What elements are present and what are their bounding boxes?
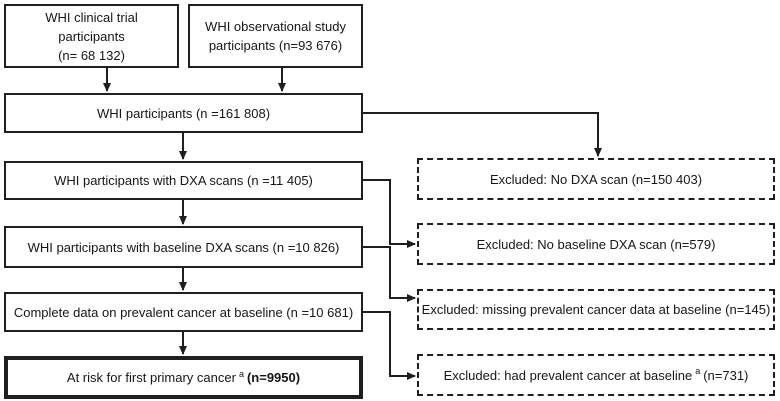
box-text: Complete data on prevalent cancer at bas… — [13, 304, 354, 320]
box-excluded-prevalent-cancer: Excluded: had prevalent cancer at baseli… — [417, 354, 775, 396]
box-whi-participants: WHI participants (n =161 808) — [4, 93, 363, 133]
excluded-count: (n=731) — [703, 367, 749, 383]
arrow-complete-to-excluded-4 — [363, 311, 416, 380]
box-text-line: participants (n=93 676) — [208, 38, 343, 53]
box-text: WHI participants with DXA scans (n =11 4… — [54, 173, 313, 188]
box-text: At risk for first primary cancer a (n=9950… — [67, 368, 300, 387]
arrow-dxa-to-excluded-2 — [363, 179, 416, 248]
box-complete-data: Complete data on prevalent cancer at bas… — [4, 292, 363, 332]
footnote-marker-a: a — [695, 366, 701, 377]
box-dxa-scans: WHI participants with DXA scans (n =11 4… — [4, 161, 363, 200]
box-text: WHI participants with baseline DXA scans… — [27, 239, 340, 255]
box-excluded-no-dxa: Excluded: No DXA scan (n=150 403) — [417, 158, 775, 200]
box-text: Excluded: No baseline DXA scan (n=579) — [476, 236, 716, 252]
at-risk-count: (n=9950) — [246, 370, 301, 385]
arrow-whi-to-excluded-1 — [363, 112, 602, 157]
box-text: Excluded: had prevalent cancer at baseli… — [444, 366, 749, 385]
box-text-line: participants — [58, 28, 125, 44]
box-whi-observational: WHI observational study participants (n=… — [188, 4, 363, 68]
excluded-text: Excluded: had prevalent cancer at baseli… — [443, 367, 693, 383]
box-text-line: (n= 68 132) — [58, 47, 125, 63]
box-text: Excluded: No DXA scan (n=150 403) — [489, 171, 703, 187]
box-baseline-dxa-scans: WHI participants with baseline DXA scans… — [4, 226, 363, 268]
footnote-marker-a: a — [238, 368, 244, 379]
box-whi-clinical-trial: WHI clinical trial participants (n= 68 1… — [4, 4, 179, 68]
arrow-baseline-to-excluded-3 — [363, 246, 416, 302]
box-excluded-missing-data: Excluded: missing prevalent cancer data … — [417, 289, 775, 330]
box-text-line: WHI observational study — [205, 19, 346, 34]
at-risk-text: At risk for first primary cancer — [66, 370, 236, 385]
box-text: WHI participants (n =161 808) — [96, 105, 271, 121]
box-text-line: WHI clinical trial — [45, 9, 138, 25]
box-text: Excluded: missing prevalent cancer data … — [421, 302, 771, 317]
box-at-risk-final: At risk for first primary cancer a (n=9950… — [4, 356, 363, 399]
box-excluded-no-baseline-dxa: Excluded: No baseline DXA scan (n=579) — [417, 223, 775, 265]
